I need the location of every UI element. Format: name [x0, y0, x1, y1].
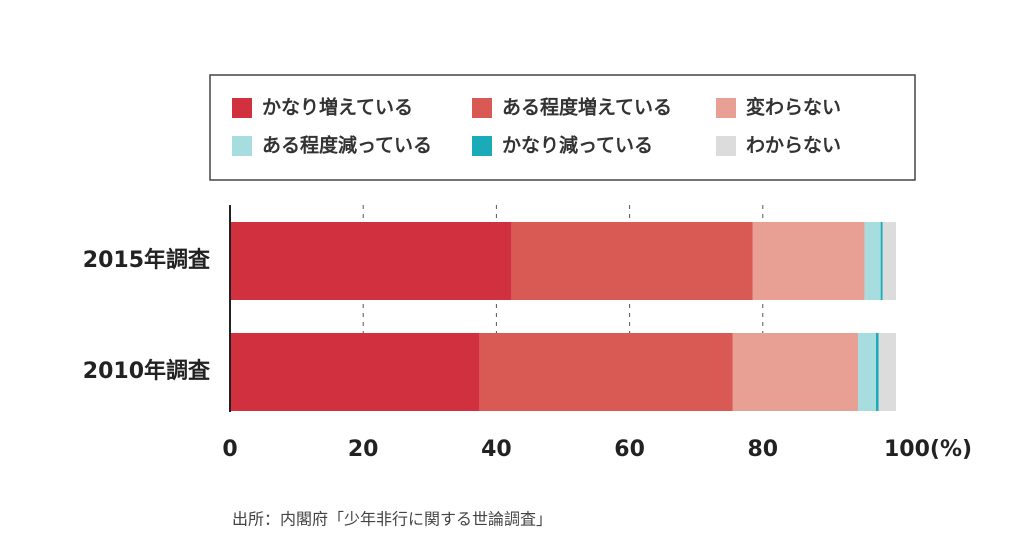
- legend-label: かなり増えている: [262, 96, 413, 119]
- bar-segment: [230, 222, 512, 300]
- legend-swatch: [232, 136, 252, 156]
- bar-segment: [479, 333, 733, 411]
- category-label: 2010年調査: [83, 358, 211, 384]
- bar-segment: [752, 222, 865, 300]
- x-tick-label: 60: [614, 437, 645, 462]
- source-note: 出所：内閣府「少年非行に関する世論調査」: [232, 510, 552, 529]
- bar-segment: [732, 333, 859, 411]
- legend-swatch: [716, 136, 736, 156]
- bar-segment: [864, 222, 881, 300]
- x-tick-label: 40: [481, 437, 512, 462]
- legend-swatch: [716, 98, 736, 118]
- x-tick-label: 80: [747, 437, 778, 462]
- bar-segment: [882, 222, 896, 300]
- legend-label: わからない: [746, 135, 841, 157]
- bar-segment: [878, 333, 896, 411]
- bar-segment: [511, 222, 753, 300]
- bar-segment: [858, 333, 877, 411]
- x-tick-label: 20: [348, 437, 379, 462]
- legend-label: ある程度減っている: [262, 134, 432, 157]
- bar-segment: [880, 222, 883, 300]
- x-tick-label: 0: [222, 437, 237, 462]
- legend-label: ある程度増えている: [502, 96, 672, 119]
- bar-segment: [876, 333, 879, 411]
- legend-box: [209, 74, 916, 181]
- legend-label: かなり減っている: [502, 134, 653, 157]
- legend-swatch: [472, 136, 492, 156]
- legend-label: 変わらない: [746, 96, 841, 119]
- category-label: 2015年調査: [83, 247, 211, 273]
- legend-swatch: [472, 98, 492, 118]
- legend-swatch: [232, 98, 252, 118]
- x-tick-label: 100(%): [884, 437, 972, 462]
- bar-segment: [230, 333, 480, 411]
